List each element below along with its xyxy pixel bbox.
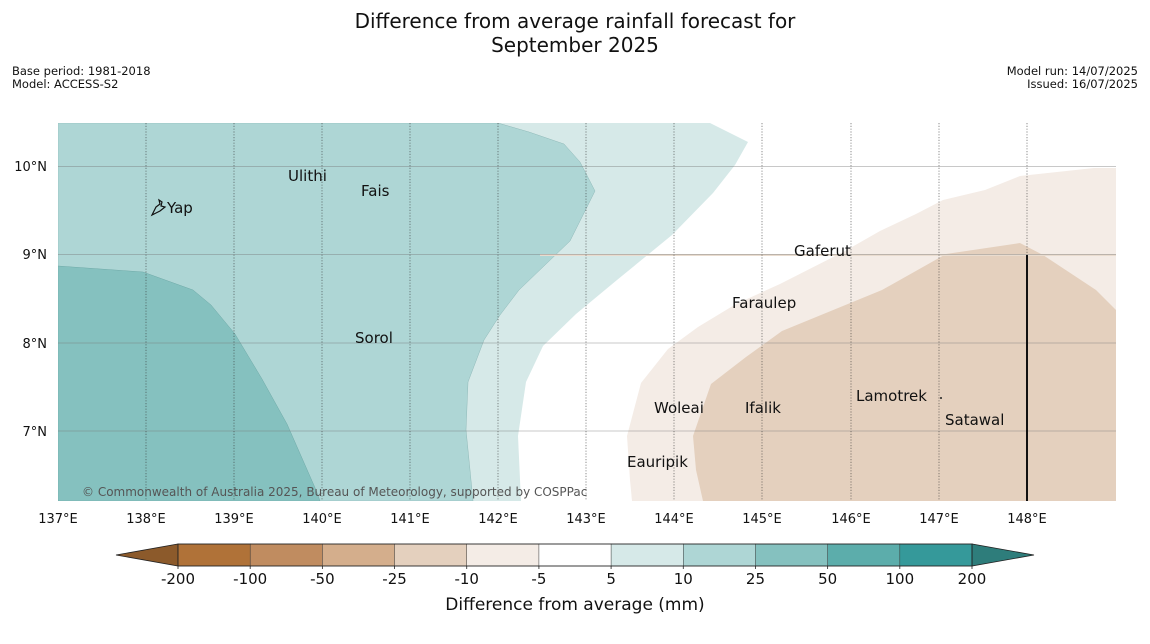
colorbar-tick-label: -200	[161, 570, 195, 588]
lon-tick-label: 143°E	[566, 512, 606, 527]
lat-axis: 10°N 9°N 8°N 7°N	[14, 160, 47, 440]
colorbar-tick-label: 100	[885, 570, 914, 588]
lon-tick-label: 140°E	[302, 512, 342, 527]
base-period-text: Base period: 1981-2018	[12, 64, 151, 78]
lon-tick-label: 145°E	[742, 512, 782, 527]
colorbar-segment	[177, 543, 251, 567]
colorbar-tick-label: 200	[958, 570, 987, 588]
colorbar-segment	[827, 543, 901, 567]
lon-tick-label: 141°E	[390, 512, 430, 527]
colorbar-segment	[249, 543, 324, 567]
issued-text: Issued: 16/07/2025	[1027, 77, 1138, 91]
colorbar-segments	[177, 543, 973, 567]
colorbar-tick-label: -25	[382, 570, 407, 588]
meta-right: Model run: 14/07/2025 Issued: 16/07/2025	[1007, 65, 1138, 91]
island-dot-lamotrek-east	[940, 397, 942, 399]
meta-left: Base period: 1981-2018 Model: ACCESS-S2	[12, 65, 151, 91]
colorbar-segment	[466, 543, 540, 567]
lat-tick-label: 10°N	[14, 160, 47, 175]
colorbar-ticks: -200 -100 -50 -25 -10 -5 5 10 25 50 100 200	[161, 566, 986, 588]
colorbar-outline	[177, 543, 973, 567]
place-label-fais: Fais	[361, 182, 390, 200]
island-dots	[940, 397, 942, 399]
colorbar-segment	[755, 543, 829, 567]
colorbar-segment	[610, 543, 685, 567]
place-label-ulithi: Ulithi	[288, 167, 327, 185]
contour-25-50mm	[58, 265, 321, 501]
contour-minus10-minus25mm	[693, 243, 1116, 501]
colorbar-segment	[538, 543, 612, 567]
place-label-gaferut: Gaferut	[794, 242, 851, 260]
colorbar-over-arrow	[971, 543, 1035, 567]
colorbar-under-arrow	[115, 543, 179, 567]
lon-axis: 137°E 138°E 139°E 140°E 141°E 142°E 143°…	[38, 512, 1047, 527]
lon-tick-label: 138°E	[126, 512, 166, 527]
colorbar-segment	[322, 543, 396, 567]
model-run-text: Model run: 14/07/2025	[1006, 64, 1138, 78]
place-label-eauripik: Eauripik	[627, 453, 688, 471]
lat-tick-label: 7°N	[23, 425, 48, 440]
yap-island-shape	[150, 198, 167, 217]
place-label-yap: Yap	[166, 199, 193, 217]
colorbar-tick-label: -100	[233, 570, 267, 588]
lon-tick-label: 139°E	[214, 512, 254, 527]
colorbar: -200 -100 -50 -25 -10 -5 5 10 25 50 100 200 Differe…	[115, 543, 1035, 615]
place-label-faraulep: Faraulep	[732, 294, 796, 312]
place-label-ifalik: Ifalik	[745, 399, 781, 417]
place-label-sorol: Sorol	[355, 329, 393, 347]
colorbar-tick-label: 50	[818, 570, 837, 588]
model-text: Model: ACCESS-S2	[12, 77, 119, 91]
colorbar-segment	[683, 543, 757, 567]
map-panel: © Commonwealth of Australia 2025, Bureau…	[58, 123, 1116, 501]
colorbar-tick-label: -10	[454, 570, 479, 588]
lon-tick-label: 146°E	[831, 512, 871, 527]
place-label-lamotrek: Lamotrek	[856, 387, 927, 405]
chart-title: Difference from average rainfall forecas…	[0, 9, 1150, 57]
lat-tick-label: 8°N	[23, 337, 48, 352]
colorbar-tick-label: 5	[606, 570, 616, 588]
colorbar-segment	[394, 543, 468, 567]
lon-tick-label: 144°E	[654, 512, 694, 527]
lon-tick-label: 137°E	[38, 512, 78, 527]
colorbar-tick-label: -5	[531, 570, 546, 588]
lon-tick-label: 148°E	[1007, 512, 1047, 527]
copyright-text: © Commonwealth of Australia 2025, Bureau…	[82, 485, 587, 499]
title-line-1: Difference from average rainfall forecas…	[354, 9, 796, 33]
colorbar-tick-label: -50	[310, 570, 335, 588]
colorbar-segment	[899, 543, 973, 567]
place-label-woleai: Woleai	[654, 399, 704, 417]
place-labels: Ulithi Fais Yap Gaferut Faraulep Sorol L…	[166, 167, 1004, 471]
lat-tick-label: 9°N	[23, 248, 48, 263]
colorbar-tick-label: 10	[674, 570, 693, 588]
colorbar-tick-label: 25	[746, 570, 765, 588]
title-line-2: September 2025	[491, 33, 659, 57]
lon-tick-label: 147°E	[919, 512, 959, 527]
lon-tick-label: 142°E	[478, 512, 518, 527]
place-label-satawal: Satawal	[945, 411, 1004, 429]
colorbar-title: Difference from average (mm)	[445, 595, 704, 615]
